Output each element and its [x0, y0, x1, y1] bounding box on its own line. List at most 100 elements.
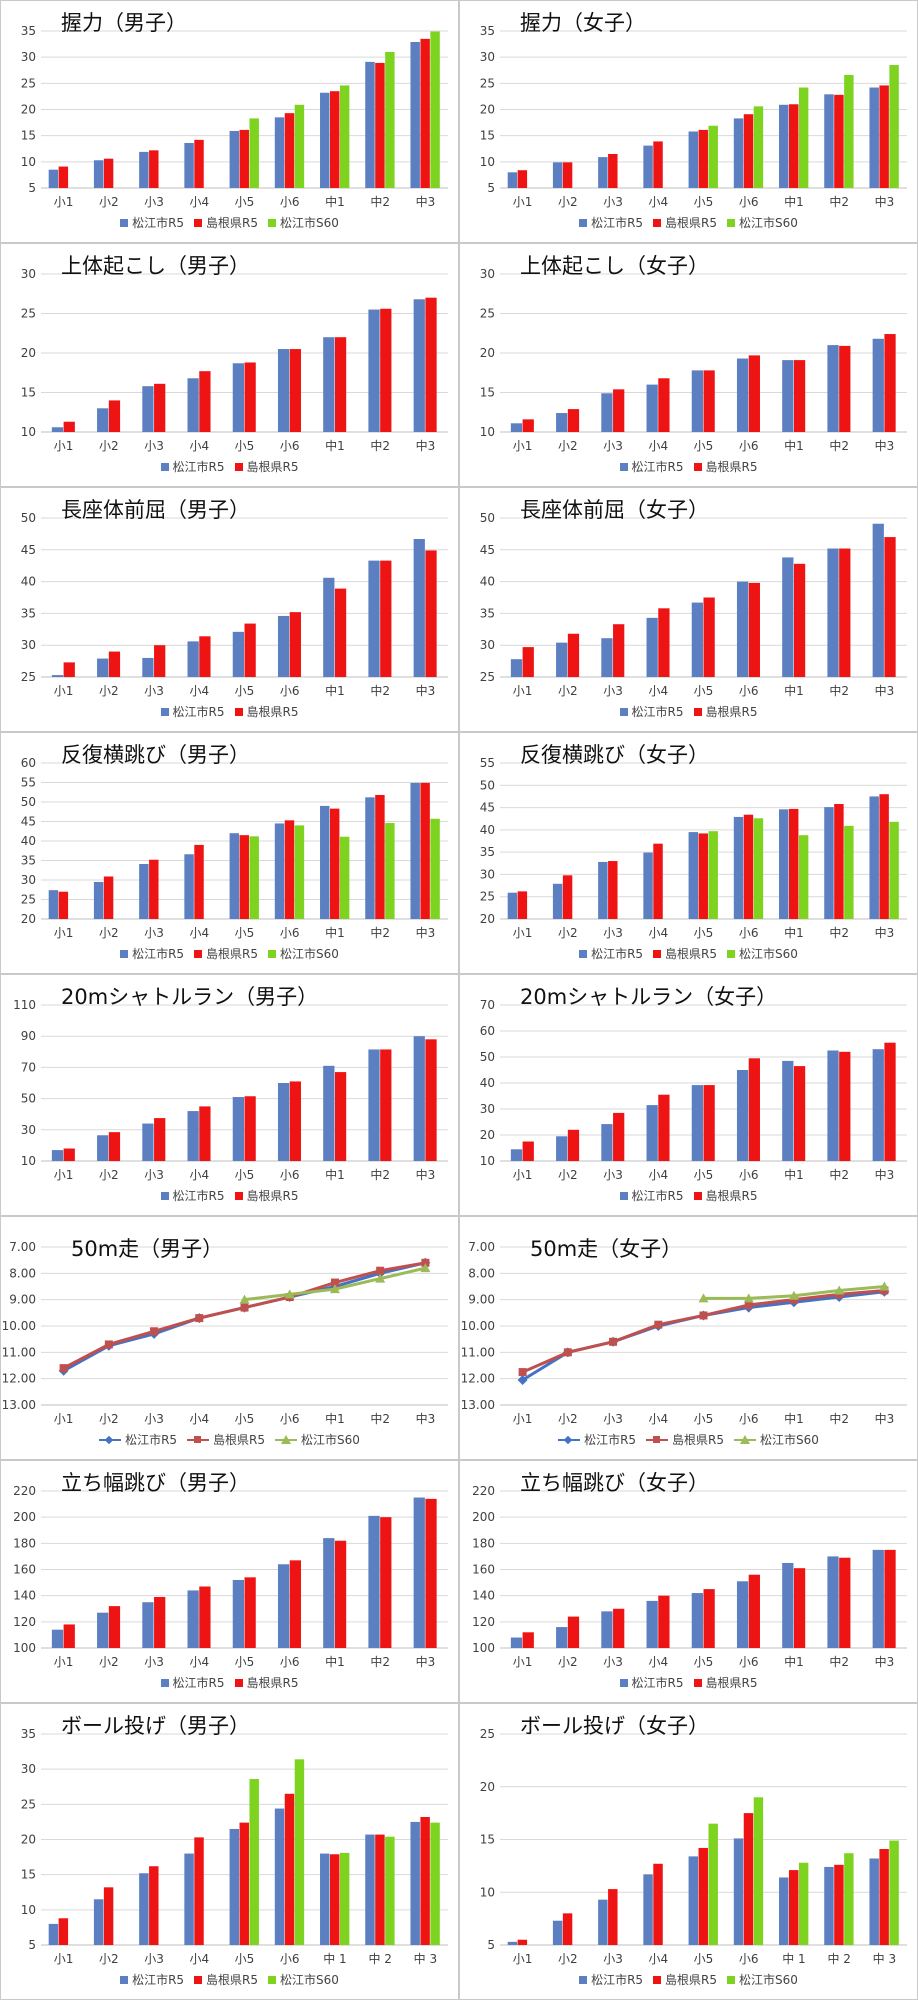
- bar: [736, 1070, 749, 1161]
- bar: [334, 588, 347, 677]
- bar: [653, 1863, 663, 1945]
- y-tick-label: 140: [472, 1589, 495, 1603]
- y-tick-label: 70: [21, 1060, 36, 1074]
- bar: [567, 409, 580, 432]
- x-tick-label: 小5: [694, 1655, 714, 1669]
- x-tick-label: 中3: [875, 194, 895, 209]
- x-tick-label: 小4: [189, 195, 209, 209]
- bar: [782, 1060, 794, 1161]
- y-tick-label: 220: [13, 1484, 36, 1498]
- bar: [872, 1049, 884, 1161]
- bar: [824, 807, 834, 919]
- x-tick-label: 中1: [325, 1654, 345, 1669]
- bar: [368, 309, 380, 432]
- y-tick-label: 7.00: [9, 1240, 36, 1254]
- bar: [872, 338, 884, 432]
- bar: [142, 1602, 154, 1648]
- bar: [782, 1562, 794, 1648]
- y-tick-label: 5: [28, 1938, 36, 1952]
- bar: [743, 1813, 754, 1945]
- x-tick-label: 小2: [99, 1952, 119, 1966]
- bar: [430, 818, 440, 919]
- legend-item: 松江市S60: [727, 214, 798, 231]
- y-tick-label: 35: [21, 606, 36, 620]
- bar: [385, 1836, 395, 1945]
- legend-swatch: [194, 1975, 203, 1984]
- x-tick-label: 小2: [99, 1168, 119, 1182]
- y-tick-label: 25: [480, 307, 495, 321]
- bar: [844, 1853, 854, 1945]
- chart-title: 上体起こし（男子）: [61, 254, 250, 278]
- bar: [510, 659, 523, 677]
- x-tick-label: 小5: [694, 439, 714, 453]
- bar: [329, 91, 340, 188]
- y-tick-label: 35: [480, 845, 495, 859]
- legend-item: 島根県R5: [693, 1674, 757, 1691]
- y-tick-label: 50: [480, 1050, 495, 1064]
- bar: [793, 360, 806, 432]
- y-tick-label: 45: [21, 815, 36, 829]
- y-tick-label: 25: [480, 890, 495, 904]
- y-tick-label: 35: [480, 606, 495, 620]
- x-tick-label: 中2: [370, 1411, 390, 1426]
- chart-legend: 松江市R5 島根県R5: [1, 458, 458, 475]
- bar: [375, 794, 385, 919]
- bar: [187, 641, 199, 677]
- data-point: [834, 1285, 845, 1295]
- y-tick-label: 13.00: [461, 1398, 495, 1412]
- bar: [365, 61, 375, 189]
- bar: [63, 662, 75, 677]
- x-tick-label: 小3: [144, 1412, 164, 1426]
- chart-title: 長座体前屈（女子）: [520, 498, 709, 522]
- y-tick-label: 35: [21, 1727, 36, 1741]
- legend-swatch: [619, 462, 628, 471]
- legend-swatch: [234, 707, 243, 716]
- x-tick-label: 小2: [558, 1168, 578, 1182]
- x-tick-label: 小5: [235, 1412, 255, 1426]
- bar: [97, 658, 109, 677]
- data-point: [239, 1294, 250, 1304]
- legend-swatch: [234, 1678, 243, 1687]
- legend-item: 松江市R5: [120, 945, 184, 962]
- chart-svg: 5 10 15 20 25 小1 小2 小3 小4 小5 小6 中 1 中 2 中 3: [480, 1727, 907, 1966]
- bar: [608, 1889, 618, 1945]
- legend-item: 松江市R5: [579, 945, 643, 962]
- chart-svg: 20 25 30 35 40 45 50 55 小1 小2 小3 小4 小5 小6 中1 中2 中3: [480, 756, 907, 940]
- bar: [184, 1853, 194, 1945]
- bar: [517, 170, 528, 188]
- x-tick-label: 小4: [648, 684, 668, 698]
- y-tick-label: 55: [21, 776, 36, 790]
- bar: [793, 1066, 806, 1161]
- bar: [510, 1149, 523, 1161]
- x-tick-label: 小1: [513, 926, 533, 940]
- bar: [598, 157, 608, 188]
- x-tick-label: 小2: [99, 684, 119, 698]
- legend-swatch: [727, 949, 736, 958]
- bar: [58, 166, 69, 188]
- legend-label: 松江市S60: [280, 216, 339, 230]
- x-tick-label: 小5: [235, 195, 255, 209]
- bar: [788, 1870, 799, 1945]
- bar: [517, 1939, 528, 1945]
- x-tick-label: 小5: [235, 1168, 255, 1182]
- bar: [658, 378, 670, 432]
- bar: [244, 1577, 256, 1648]
- bar: [748, 1574, 760, 1648]
- legend-swatch: [693, 1191, 702, 1200]
- chart-svg: 10 15 20 25 30 小1 小2 小3 小4 小5 小6 中1 中2 中3: [480, 267, 907, 453]
- y-tick-label: 30: [480, 867, 495, 881]
- legend-item: 松江市R5: [160, 458, 225, 475]
- legend-item: 松江市S60: [268, 945, 339, 962]
- bar: [320, 1853, 330, 1945]
- legend-item: 松江市S60: [734, 1431, 819, 1448]
- bar: [154, 1596, 166, 1648]
- bar: [598, 861, 608, 919]
- bar: [368, 560, 380, 677]
- y-tick-label: 11.00: [2, 1345, 36, 1359]
- x-tick-label: 中2: [829, 1654, 849, 1669]
- bar: [339, 1852, 350, 1945]
- chart-svg: 10 30 50 70 90 110 小1 小2 小3 小4 小5 小6 中1 中2 中3: [13, 998, 448, 1182]
- data-point: [879, 1281, 890, 1291]
- legend-item: 島根県R5: [646, 1431, 724, 1448]
- bar: [884, 1549, 896, 1648]
